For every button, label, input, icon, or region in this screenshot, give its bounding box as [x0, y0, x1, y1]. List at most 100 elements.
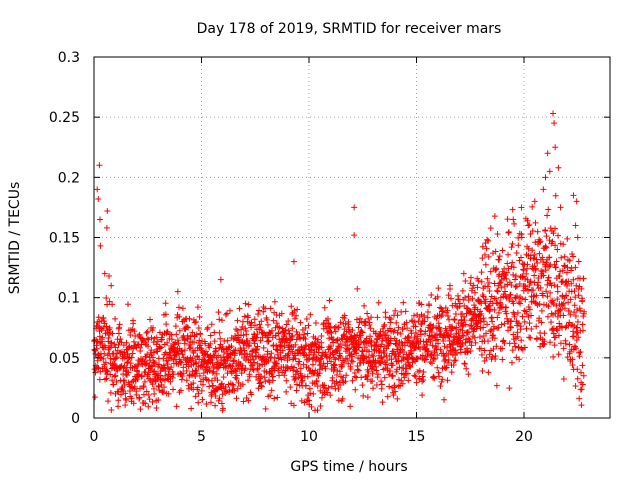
data-point	[439, 311, 446, 318]
data-point	[522, 296, 529, 303]
data-point	[206, 365, 213, 372]
data-point	[209, 391, 216, 398]
data-point	[173, 331, 180, 338]
data-point	[355, 324, 362, 331]
data-point	[510, 271, 517, 278]
data-point	[444, 377, 451, 384]
data-point	[574, 324, 581, 331]
data-point	[435, 340, 442, 347]
data-point	[130, 400, 137, 407]
data-point	[470, 282, 477, 289]
data-point	[505, 228, 512, 235]
data-point	[328, 383, 335, 390]
data-point	[526, 306, 533, 313]
data-point	[127, 360, 134, 367]
data-point	[527, 278, 534, 285]
data-point	[434, 352, 441, 359]
data-point	[448, 295, 455, 302]
data-point	[487, 306, 494, 313]
data-point	[344, 342, 351, 349]
data-point	[496, 256, 503, 263]
data-point	[467, 308, 474, 315]
data-point	[288, 303, 295, 310]
data-point	[430, 374, 437, 381]
data-point	[131, 328, 138, 335]
data-point	[245, 301, 252, 308]
data-point	[559, 267, 566, 274]
data-point	[345, 326, 352, 333]
data-point	[218, 380, 225, 387]
data-point	[341, 359, 348, 366]
data-point	[105, 398, 112, 405]
data-point	[169, 374, 176, 381]
data-point	[214, 386, 221, 393]
data-point	[146, 316, 153, 323]
data-point	[252, 335, 259, 342]
data-point	[94, 364, 101, 371]
data-point	[135, 333, 142, 340]
data-point	[386, 314, 393, 321]
data-point	[352, 347, 359, 354]
data-point	[404, 325, 411, 332]
data-point	[262, 305, 269, 312]
data-point	[471, 289, 478, 296]
data-point	[381, 374, 388, 381]
data-point	[543, 288, 550, 295]
data-point	[232, 368, 239, 375]
data-point	[555, 232, 562, 239]
data-point	[474, 320, 481, 327]
data-point	[516, 281, 523, 288]
data-point	[539, 254, 546, 261]
data-point	[493, 343, 500, 350]
data-point	[105, 326, 112, 333]
data-point	[140, 384, 147, 391]
data-point	[404, 370, 411, 377]
data-point	[542, 267, 549, 274]
data-point	[261, 374, 268, 381]
data-point	[360, 392, 367, 399]
data-point	[188, 405, 195, 412]
data-point	[486, 287, 493, 294]
data-point	[359, 348, 366, 355]
data-point	[394, 358, 401, 365]
data-point	[254, 330, 261, 337]
data-point	[515, 299, 522, 306]
data-point	[386, 340, 393, 347]
data-point	[329, 351, 336, 358]
data-point	[543, 259, 550, 266]
data-point	[540, 186, 547, 193]
data-point	[207, 332, 214, 339]
data-point	[525, 222, 532, 229]
data-point	[433, 315, 440, 322]
data-point	[364, 310, 371, 317]
data-point	[572, 294, 579, 301]
data-point	[446, 316, 453, 323]
data-point	[465, 297, 472, 304]
data-point	[481, 251, 488, 258]
data-point	[353, 316, 360, 323]
data-point	[367, 339, 374, 346]
data-point	[512, 276, 519, 283]
data-point	[436, 373, 443, 380]
data-point	[580, 372, 587, 379]
data-point	[526, 221, 533, 228]
data-point	[383, 345, 390, 352]
data-point	[535, 274, 542, 281]
data-point	[183, 367, 190, 374]
data-point	[514, 309, 521, 316]
data-point	[113, 378, 120, 385]
data-point	[149, 398, 156, 405]
data-point	[567, 296, 574, 303]
data-point	[391, 352, 398, 359]
data-point	[265, 393, 272, 400]
data-point	[466, 339, 473, 346]
data-point	[413, 356, 420, 363]
data-point	[420, 369, 427, 376]
data-point	[467, 274, 474, 281]
data-point	[552, 242, 559, 249]
data-point	[241, 347, 248, 354]
data-point	[533, 323, 540, 330]
data-point	[494, 288, 501, 295]
data-point	[101, 363, 108, 370]
data-point	[222, 384, 229, 391]
